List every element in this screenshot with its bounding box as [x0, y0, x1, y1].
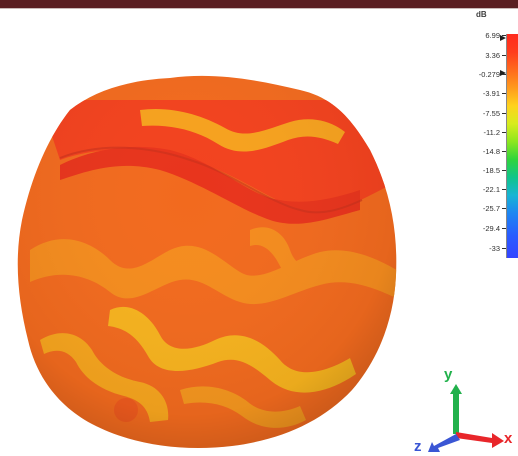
3d-viewport[interactable] — [0, 10, 420, 456]
legend-threshold-marker-icon[interactable] — [500, 70, 506, 76]
legend-unit-label: dB — [476, 10, 487, 19]
legend-tick: -18.5 — [462, 166, 506, 176]
legend-tick: 3.36 — [462, 51, 506, 61]
axis-triad: y x z — [412, 362, 518, 456]
top-window-border — [0, 0, 518, 8]
legend-max-marker-icon[interactable] — [500, 35, 506, 41]
legend-tick: -29.4 — [462, 224, 506, 234]
color-legend: dB 6.99 3.36 -0.279 -3.91 -7.55 -11.2 -1… — [462, 10, 518, 260]
axis-x-arrow-icon — [456, 432, 504, 448]
axis-y-arrow-icon — [450, 384, 462, 434]
top-border-line — [0, 8, 518, 9]
legend-tick: -7.55 — [462, 109, 506, 119]
axis-z-arrow-icon — [428, 434, 460, 452]
legend-tick: -25.7 — [462, 204, 506, 214]
legend-tick: -0.279 — [462, 70, 506, 80]
legend-tick: -22.1 — [462, 185, 506, 195]
axis-y-label: y — [444, 366, 453, 383]
legend-tick: -11.2 — [462, 128, 506, 138]
axis-x-label: x — [504, 430, 513, 447]
axis-z-label: z — [414, 438, 422, 455]
legend-tick: -33 — [462, 244, 506, 254]
legend-colorbar — [506, 34, 518, 258]
radiation-pattern[interactable] — [0, 10, 420, 456]
legend-tick: 6.99 — [462, 31, 506, 41]
legend-tick: -14.8 — [462, 147, 506, 157]
legend-tick: -3.91 — [462, 89, 506, 99]
